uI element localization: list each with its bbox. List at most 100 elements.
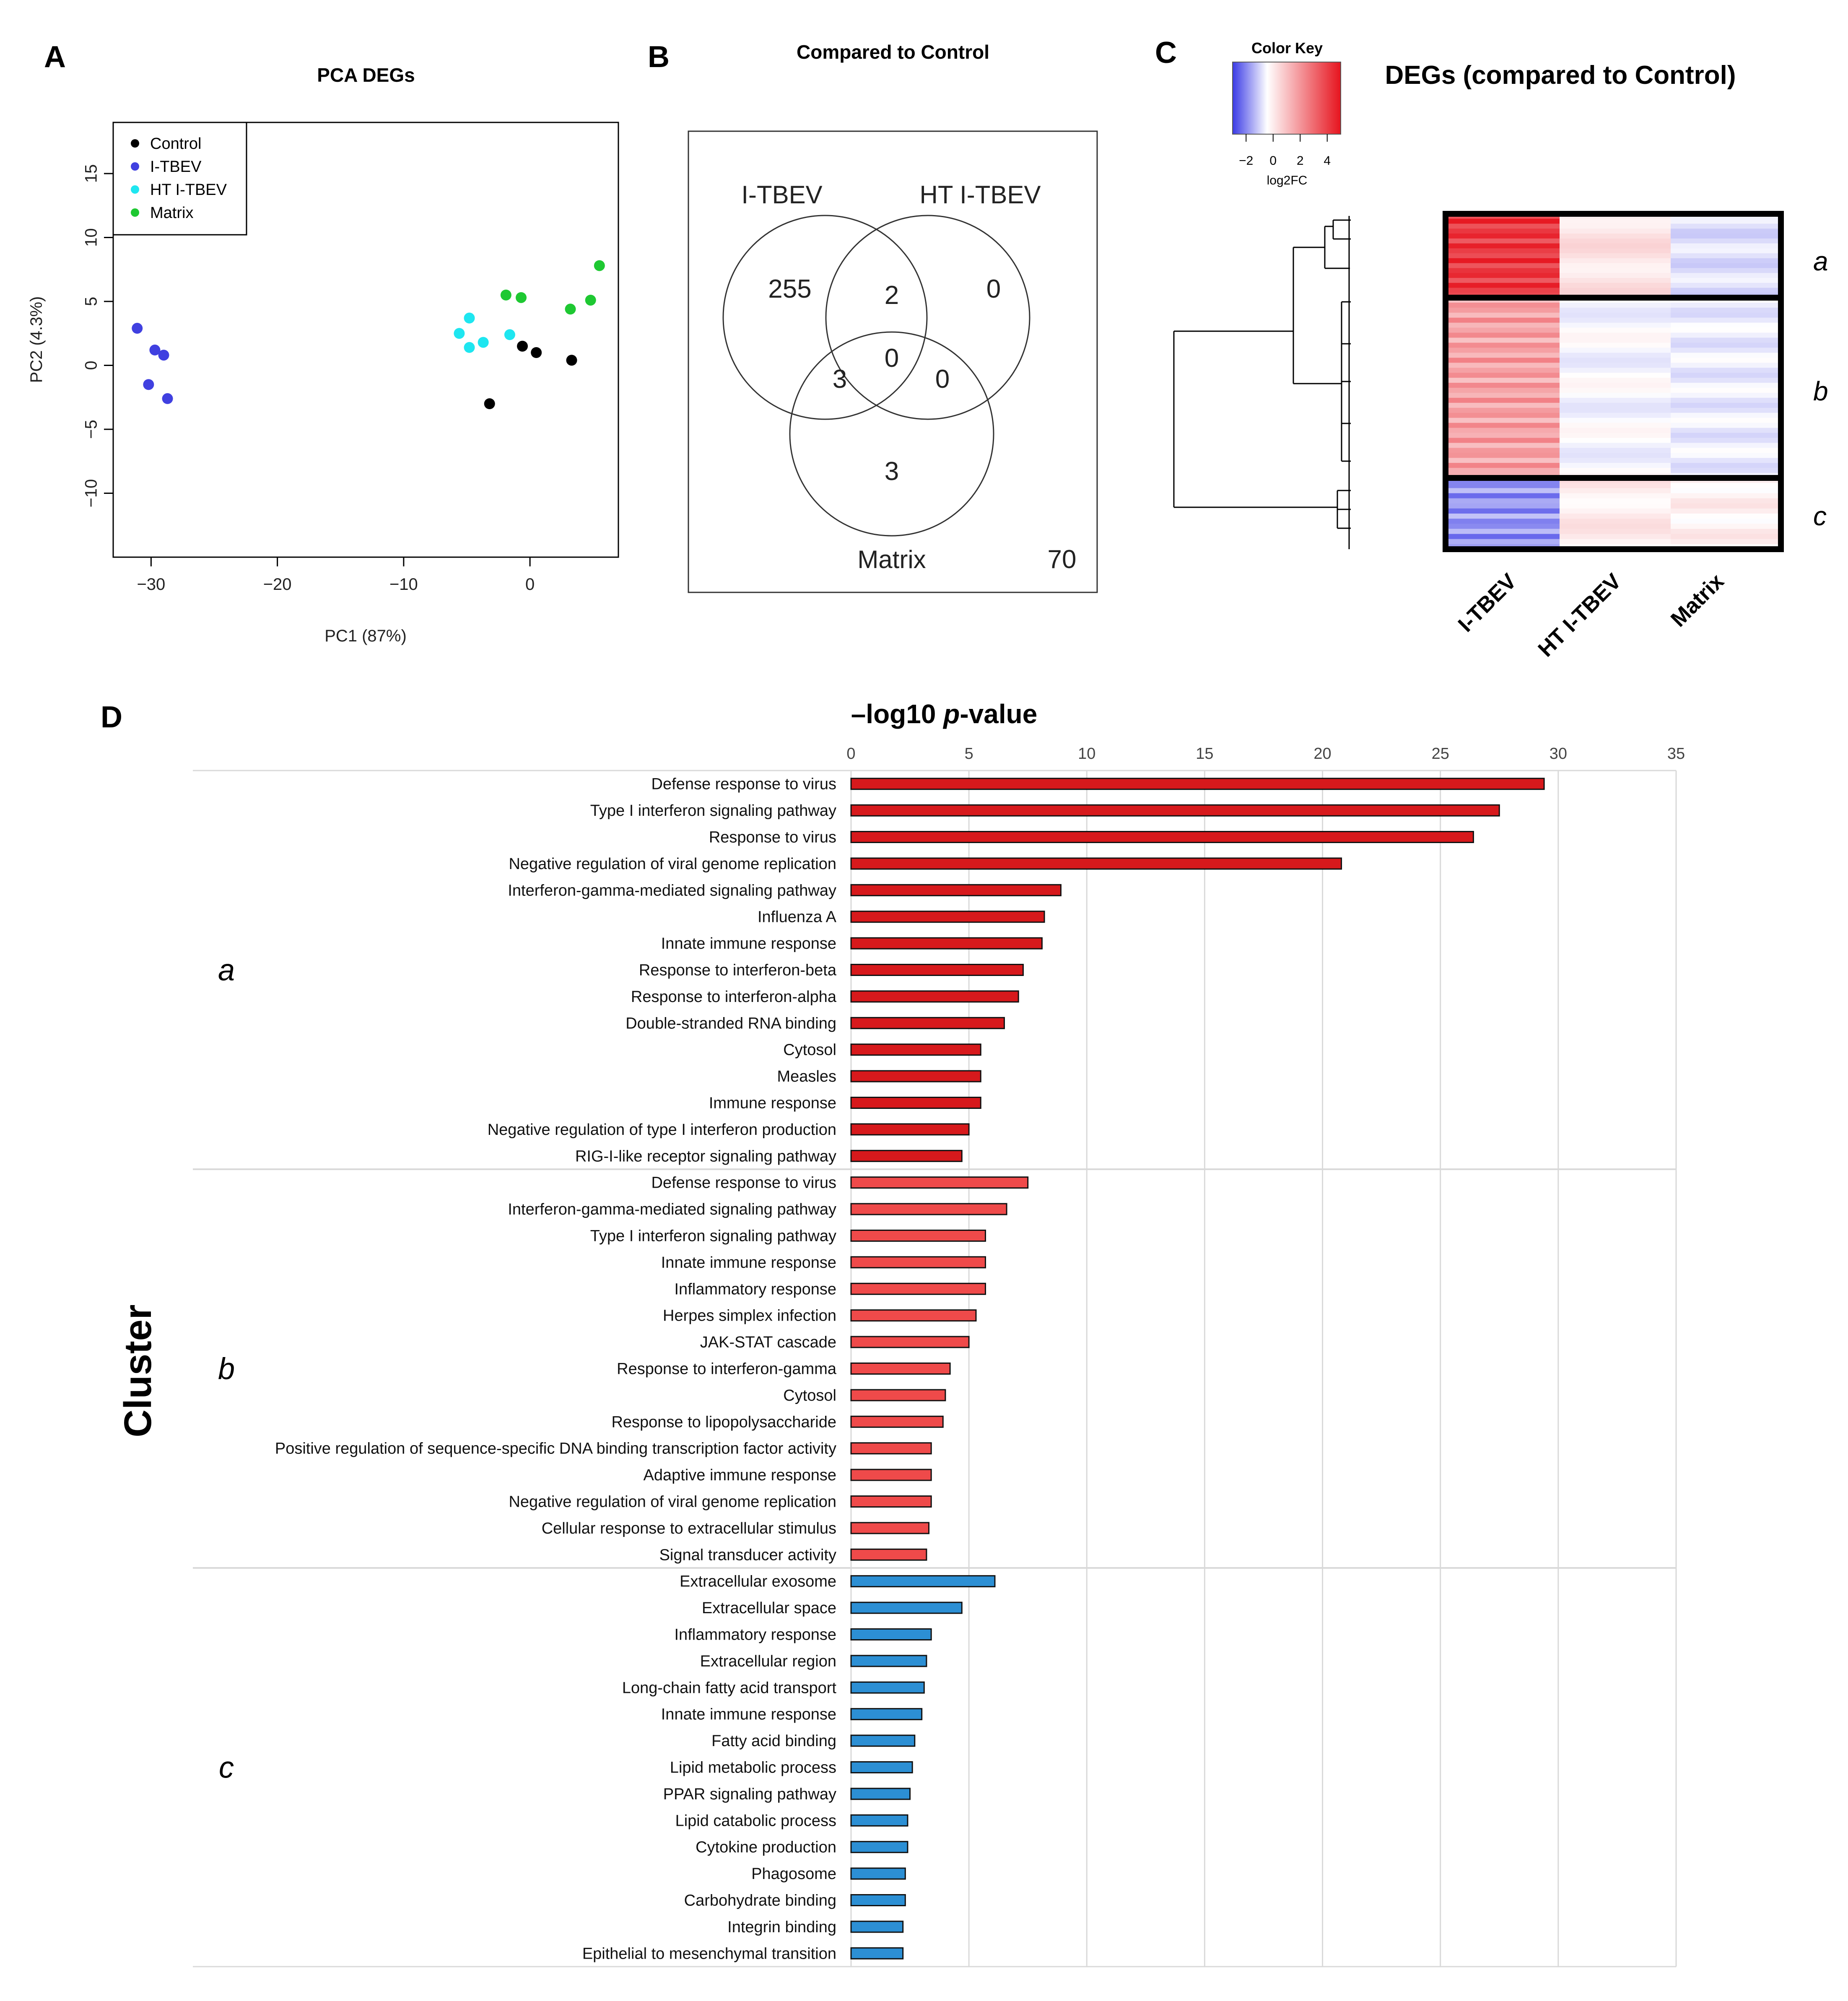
color-key-tick-label: 0 (1269, 154, 1277, 168)
heatmap-cell-b-i-tbev (1448, 312, 1560, 318)
bar-x-ticks: 0 5 10 15 20 25 30 35 (846, 745, 1685, 763)
heatmap-cell-b-matrix (1671, 307, 1778, 313)
heatmap-cell-b-i-tbev (1448, 438, 1560, 443)
color-key-gradient (1232, 62, 1341, 135)
venn-count-i-tbev-matrix: 3 (833, 365, 847, 394)
heatmap-cell-c-matrix (1671, 534, 1778, 540)
heatmap-cell-b-ht-i-tbev (1560, 343, 1671, 348)
bar-group-label-c: c (219, 1751, 234, 1785)
bar-c-lipid-catabolic-process (850, 1814, 908, 1827)
heatmap-cell-b-matrix (1671, 302, 1778, 308)
heatmap-cell-b-i-tbev (1448, 348, 1560, 353)
heatmap-cell-a-ht-i-tbev (1560, 273, 1671, 278)
cluster-frame-c (1443, 475, 1784, 552)
bar-b-inflammatory-response (850, 1282, 986, 1295)
heatmap-cell-b-ht-i-tbev (1560, 463, 1671, 468)
heatmap-cell-b-i-tbev (1448, 402, 1560, 408)
heatmap-cell-b-i-tbev (1448, 443, 1560, 448)
pca-y-tick-label: 10 (82, 228, 101, 247)
heatmap-cell-b-matrix (1671, 337, 1778, 343)
venn-count-ht-only: 0 (986, 275, 1001, 304)
heatmap-cell-b-ht-i-tbev (1560, 453, 1671, 458)
heatmap-cell-b-ht-i-tbev (1560, 363, 1671, 368)
bar-x-tick-label: 25 (1432, 745, 1449, 763)
heatmap-cell-b-ht-i-tbev (1560, 388, 1671, 393)
heatmap-cell-a-matrix (1671, 253, 1778, 259)
bar-x-tick-label: 30 (1550, 745, 1567, 763)
heatmap-cell-b-i-tbev (1448, 468, 1560, 473)
bar-x-tick-label: 35 (1667, 745, 1685, 763)
bar-chart-ylabel: Cluster (117, 1305, 159, 1438)
bar-c-extracellular-exosome (850, 1575, 996, 1588)
bar-category-label: Carbohydrate binding (684, 1892, 836, 1910)
bar-a-response-to-interferon-beta (850, 964, 1024, 976)
bar-category-label: Long-chain fatty acid transport (622, 1679, 837, 1697)
bar-b-type-i-interferon-signaling-pathway (850, 1230, 986, 1242)
bar-category-label: Type I interferon signaling pathway (590, 1228, 836, 1245)
heatmap-cell-a-ht-i-tbev (1560, 234, 1671, 239)
heatmap-cell-a-matrix (1671, 283, 1778, 288)
heatmap-cell-b-ht-i-tbev (1560, 373, 1671, 378)
heatmap-cell-b-matrix (1671, 397, 1778, 403)
bar-category-label: RIG-I-like receptor signaling pathway (575, 1147, 836, 1165)
pca-xlabel: PC1 (87%) (324, 627, 407, 645)
bar-category-label: Influenza A (758, 908, 837, 926)
heatmap-cell-a-i-tbev (1448, 218, 1560, 224)
heatmap-cell-b-ht-i-tbev (1560, 317, 1671, 323)
heatmap-cell-a-ht-i-tbev (1560, 258, 1671, 264)
legend-label-control: Control (150, 135, 202, 153)
heatmap-cell-b-i-tbev (1448, 353, 1560, 358)
heatmap-cell-b-ht-i-tbev (1560, 428, 1671, 433)
heatmap-cell-b-matrix (1671, 402, 1778, 408)
bar-category-label: Innate immune response (661, 935, 836, 952)
bar-chart-title: –log10 p-value (851, 699, 1038, 729)
bar-category-label: Immune response (709, 1095, 836, 1112)
heatmap-cell-b-i-tbev (1448, 383, 1560, 388)
heatmap-cell-c-ht-i-tbev (1560, 539, 1671, 545)
heatmap-cell-c-matrix (1671, 529, 1778, 535)
heatmap-col-label-ht-i-tbev: HT I-TBEV (1534, 569, 1626, 662)
bar-category-label: Extracellular region (700, 1653, 836, 1670)
legend-marker-ht-i-tbev (131, 185, 139, 194)
bar-category-label: Lipid catabolic process (675, 1812, 836, 1830)
heatmap-cell-c-matrix (1671, 524, 1778, 529)
bar-x-tick-label: 10 (1078, 745, 1095, 763)
bar-a-response-to-interferon-alpha (850, 990, 1019, 1003)
title-prefix: –log10 (851, 699, 944, 729)
heatmap-cell-b-i-tbev (1448, 448, 1560, 453)
bar-category-label: Integrin binding (727, 1918, 836, 1936)
bar-category-label: Response to lipopolysaccharide (611, 1413, 836, 1431)
heatmap-cell-a-matrix (1671, 218, 1778, 224)
pca-point-ht-i-tbev (464, 312, 475, 324)
bar-c-innate-immune-response (850, 1708, 923, 1721)
pca-point-control (517, 340, 528, 352)
heatmap-cell-b-i-tbev (1448, 373, 1560, 378)
heatmap-cell-b-matrix (1671, 343, 1778, 348)
heatmap-cell-b-i-tbev (1448, 307, 1560, 313)
heatmap-cell-b-matrix (1671, 428, 1778, 433)
heatmap-cell-b-ht-i-tbev (1560, 312, 1671, 318)
bar-b-response-to-lipopolysaccharide (850, 1415, 944, 1428)
heatmap-col-label-i-tbev: I-TBEV (1453, 569, 1521, 637)
bar-b-jak-stat-cascade (850, 1336, 970, 1348)
heatmap-cell-b-matrix (1671, 392, 1778, 398)
bar-category-label: Negative regulation of viral genome repl… (509, 1493, 836, 1511)
bar-b-adaptive-immune-response (850, 1469, 932, 1481)
heatmap-cell-c-i-tbev (1448, 519, 1560, 524)
pca-title: PCA DEGs (317, 64, 415, 86)
heatmap-cell-b-i-tbev (1448, 332, 1560, 338)
color-key-tick-label: 4 (1324, 154, 1331, 168)
heatmap-cell-b-ht-i-tbev (1560, 302, 1671, 308)
heatmap-cell-a-matrix (1671, 223, 1778, 229)
heatmap-cell-a-i-tbev (1448, 238, 1560, 244)
heatmap-cell-b-i-tbev (1448, 433, 1560, 439)
heatmap-cell-a-i-tbev (1448, 273, 1560, 278)
heatmap-cell-c-ht-i-tbev (1560, 483, 1671, 488)
heatmap-cell-c-ht-i-tbev (1560, 508, 1671, 514)
bar-group-label-a: a (218, 954, 235, 987)
bar-groups: a Defense response to virus Type I interfe… (218, 776, 1545, 1962)
heatmap-cell-b-ht-i-tbev (1560, 423, 1671, 428)
bar-c-cytokine-production (850, 1841, 908, 1853)
panel-label-d: D (101, 701, 122, 734)
pca-point-matrix (594, 260, 605, 271)
